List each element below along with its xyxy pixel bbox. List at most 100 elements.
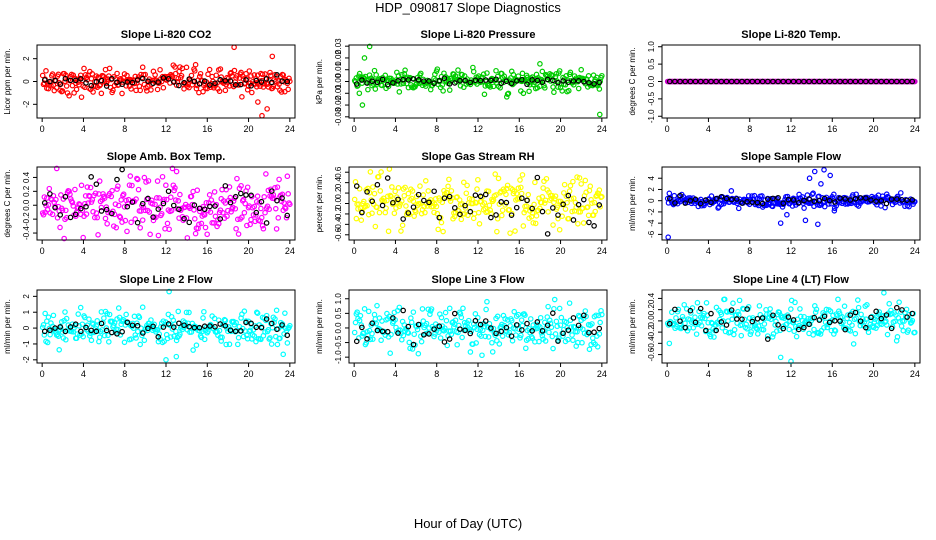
overlay-point xyxy=(513,204,520,211)
data-point xyxy=(467,349,474,355)
overlay-point xyxy=(274,197,280,204)
overlay-point xyxy=(227,78,234,84)
data-point xyxy=(267,335,273,341)
overlay-point xyxy=(888,78,895,85)
overlay-point xyxy=(816,197,823,204)
data-point xyxy=(731,331,737,338)
overlay-point xyxy=(196,205,203,212)
x-tick-label: 12 xyxy=(161,246,171,256)
overlay-point xyxy=(232,82,239,88)
data-point xyxy=(399,222,406,229)
data-point xyxy=(831,191,837,198)
data-point xyxy=(835,296,841,303)
overlay-point xyxy=(170,202,177,209)
data-point xyxy=(166,288,172,295)
data-point xyxy=(518,190,525,197)
overlay-point xyxy=(467,208,474,215)
data-point xyxy=(533,213,540,219)
data-point xyxy=(59,207,66,214)
data-point xyxy=(551,199,557,206)
overlay-point xyxy=(83,324,89,331)
data-point xyxy=(802,217,809,224)
overlay-point xyxy=(155,334,162,340)
overlay-point xyxy=(279,195,285,201)
data-point xyxy=(884,331,891,338)
overlay-point xyxy=(57,324,64,330)
data-point xyxy=(192,230,199,237)
data-point xyxy=(46,185,53,192)
overlay-point xyxy=(806,196,812,202)
data-point xyxy=(596,86,603,92)
data-point xyxy=(235,334,242,341)
overlay-point xyxy=(539,208,546,215)
overlay-point xyxy=(160,324,167,330)
data-point xyxy=(157,66,163,73)
data-point xyxy=(222,317,229,324)
overlay-point xyxy=(529,205,535,212)
overlay-point xyxy=(47,78,53,85)
overlay-point xyxy=(93,181,100,187)
overlay-point xyxy=(524,197,530,204)
data-point xyxy=(427,311,433,318)
data-point xyxy=(75,311,82,317)
overlay-point xyxy=(41,77,48,83)
data-point xyxy=(451,324,457,330)
data-point xyxy=(486,202,493,209)
data-point xyxy=(155,232,162,239)
y-tick-label: 0.5 xyxy=(647,58,656,70)
data-point xyxy=(235,231,242,237)
data-point xyxy=(200,315,206,321)
data-point xyxy=(575,220,581,227)
y-tick-label: -0.2 xyxy=(22,212,31,226)
data-point xyxy=(788,306,794,312)
overlay-point xyxy=(539,79,546,86)
data-point xyxy=(128,86,134,92)
overlay-point xyxy=(739,200,745,206)
overlay-point xyxy=(263,220,270,226)
data-point xyxy=(254,193,261,199)
x-tick-label: 24 xyxy=(285,369,295,379)
overlay-point xyxy=(88,82,94,89)
data-point xyxy=(82,200,88,207)
overlay-point xyxy=(462,202,468,209)
data-point xyxy=(791,328,797,335)
overlay-point xyxy=(217,216,223,222)
plot-frame xyxy=(661,166,921,241)
data-point xyxy=(388,193,394,200)
overlay-point xyxy=(369,198,376,205)
data-point xyxy=(460,179,467,186)
y-tick-label: 0.4 xyxy=(334,177,343,189)
overlay-point xyxy=(78,328,84,335)
overlay-point xyxy=(410,76,417,82)
data-point xyxy=(133,196,139,202)
data-point xyxy=(383,205,389,211)
data-point xyxy=(357,312,364,319)
data-point xyxy=(154,86,161,93)
data-point xyxy=(396,304,403,311)
data-point xyxy=(370,336,376,342)
overlay-point xyxy=(384,81,391,88)
data-point xyxy=(63,336,69,343)
data-point xyxy=(104,220,110,227)
overlay-point xyxy=(697,78,704,85)
y-axis-label: percent per min. xyxy=(315,175,324,233)
overlay-point xyxy=(842,196,848,202)
data-point xyxy=(173,353,180,360)
chart-title: Slope Gas Stream RH xyxy=(421,151,534,163)
overlay-point xyxy=(904,78,910,85)
data-point xyxy=(818,181,824,187)
data-point xyxy=(205,71,211,78)
page-title: HDP_090817 Slope Diagnostics xyxy=(375,0,561,15)
data-point xyxy=(589,200,595,206)
overlay-point xyxy=(596,79,603,86)
data-point xyxy=(282,310,288,316)
overlay-point xyxy=(775,322,781,328)
y-tick-label: -0.5 xyxy=(647,91,656,105)
data-point xyxy=(759,193,765,199)
data-point xyxy=(431,333,437,340)
overlay-point xyxy=(580,196,587,203)
overlay-point xyxy=(139,200,146,207)
data-series xyxy=(351,166,605,236)
data-point xyxy=(90,89,96,95)
x-tick-label: 0 xyxy=(40,246,45,256)
